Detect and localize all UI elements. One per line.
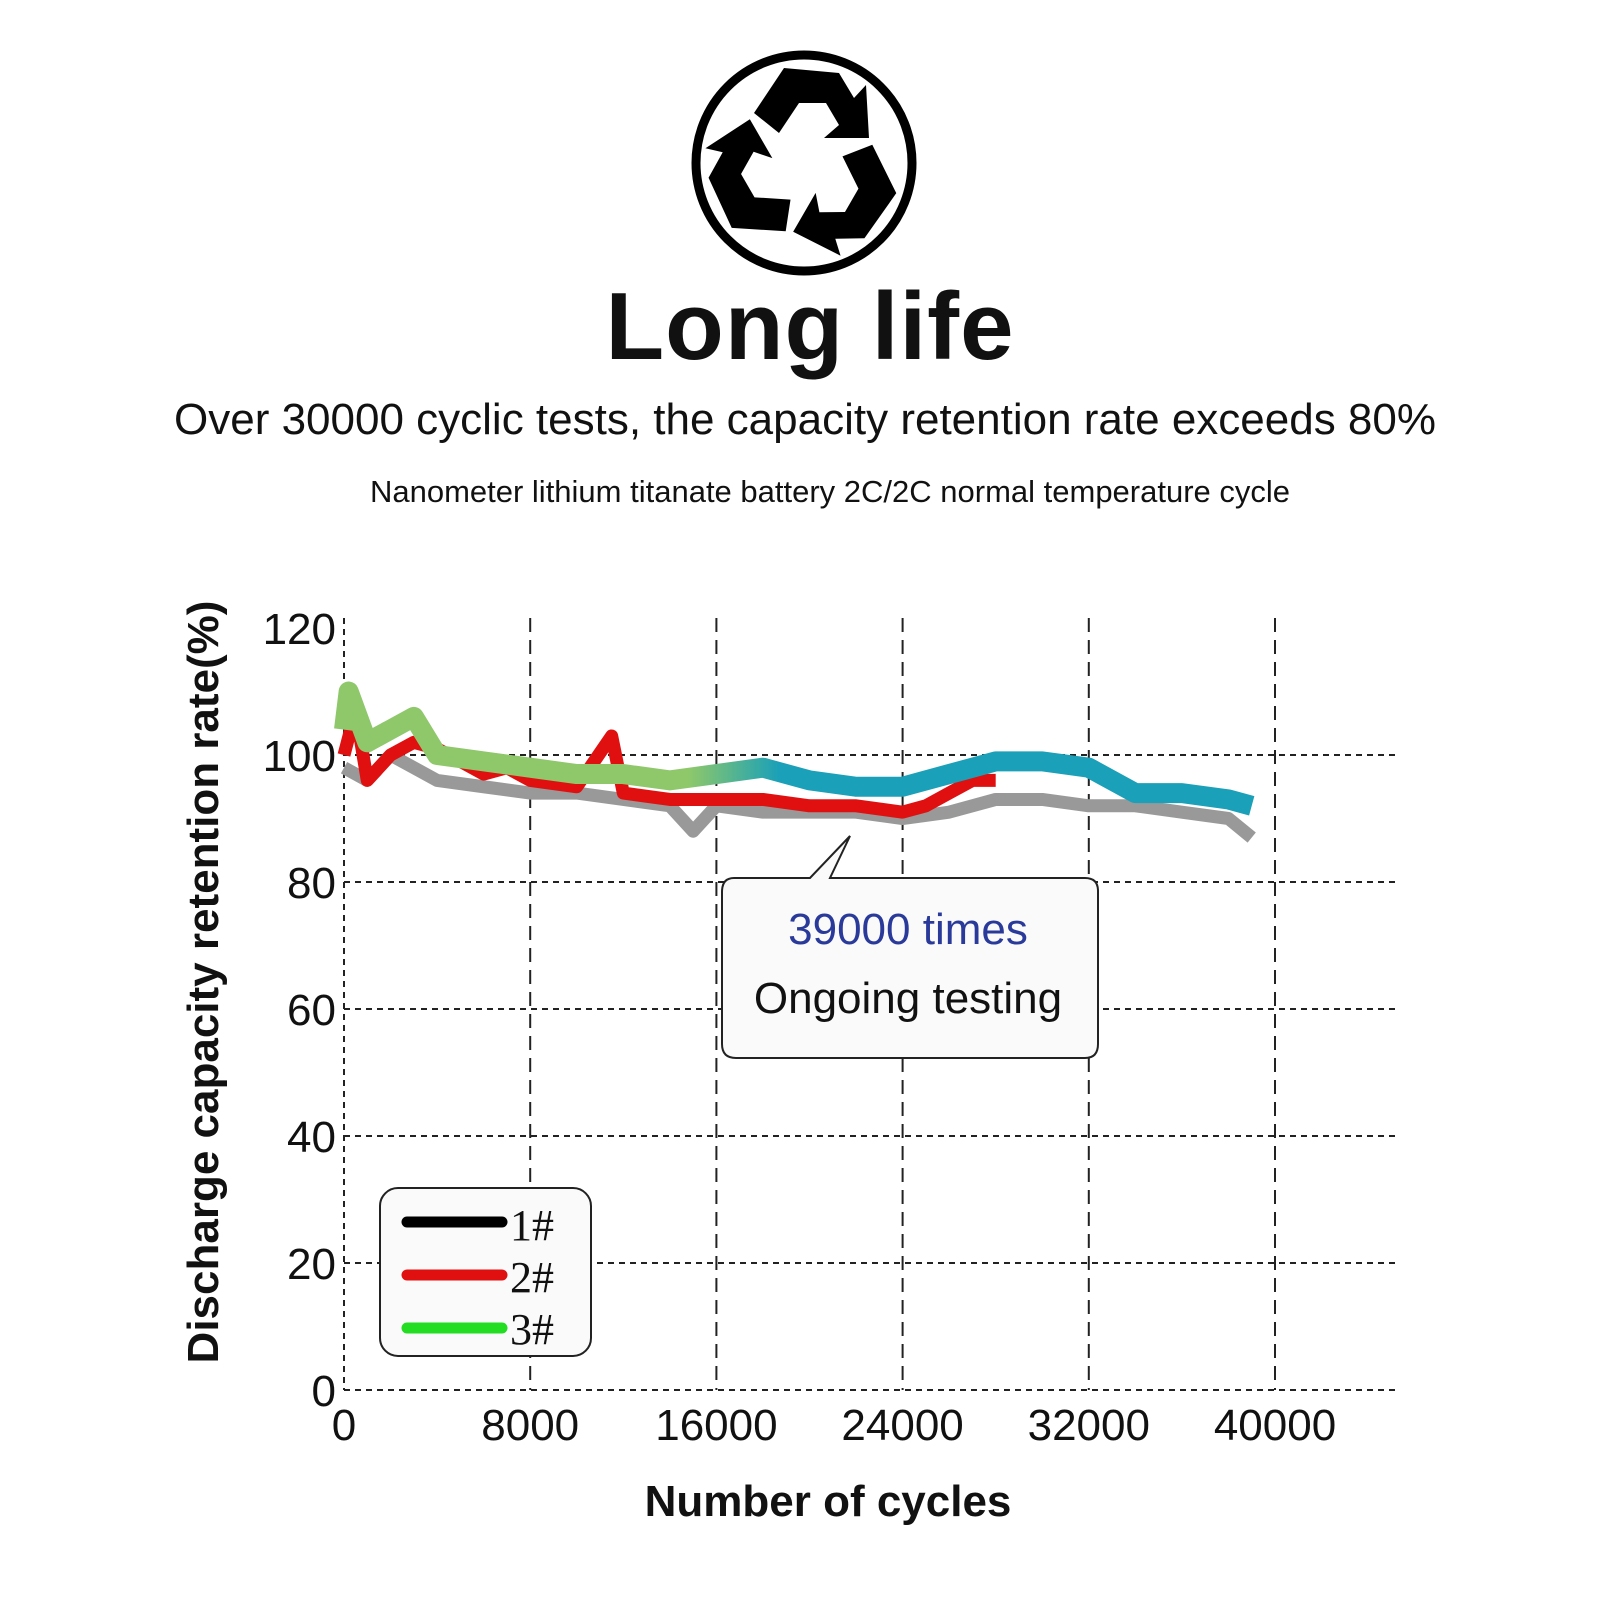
y-axis-title: Discharge capacity retention rate(%) bbox=[179, 601, 228, 1364]
subtitle: Over 30000 cyclic tests, the capacity re… bbox=[174, 395, 1436, 444]
series-line-1 bbox=[340, 748, 1256, 843]
x-tick-label: 24000 bbox=[841, 1401, 963, 1450]
x-tick-label: 8000 bbox=[481, 1401, 579, 1450]
y-tick-label: 120 bbox=[263, 605, 336, 654]
y-tick-label: 40 bbox=[287, 1113, 336, 1162]
y-tick-label: 0 bbox=[312, 1367, 336, 1416]
series-layer bbox=[334, 681, 1256, 843]
y-tick-label: 60 bbox=[287, 986, 336, 1035]
y-tick-label: 20 bbox=[287, 1240, 336, 1289]
callout: 39000 times Ongoing testing bbox=[721, 835, 1099, 1059]
callout-status: Ongoing testing bbox=[754, 974, 1062, 1023]
legend-label-2: 2# bbox=[510, 1253, 554, 1302]
x-tick-label: 32000 bbox=[1028, 1401, 1150, 1450]
chart-caption: Nanometer lithium titanate battery 2C/2C… bbox=[369, 474, 1291, 509]
x-tick-label: 0 bbox=[332, 1401, 356, 1450]
y-tick-label: 80 bbox=[287, 859, 336, 908]
callout-count: 39000 times bbox=[788, 905, 1028, 954]
x-axis-title: Number of cycles bbox=[645, 1477, 1012, 1526]
x-tick-label: 16000 bbox=[655, 1401, 777, 1450]
recycle-icon bbox=[691, 50, 917, 276]
legend: 1# 2# 3# bbox=[379, 1187, 592, 1357]
x-tick-label: 40000 bbox=[1214, 1401, 1336, 1450]
series-line-2 bbox=[337, 704, 996, 819]
legend-label-1: 1# bbox=[510, 1201, 554, 1250]
legend-label-3: 3# bbox=[510, 1305, 554, 1354]
page-title: Long life bbox=[605, 273, 1015, 380]
series-line-3 bbox=[334, 681, 1255, 816]
y-tick-label: 100 bbox=[263, 732, 336, 781]
